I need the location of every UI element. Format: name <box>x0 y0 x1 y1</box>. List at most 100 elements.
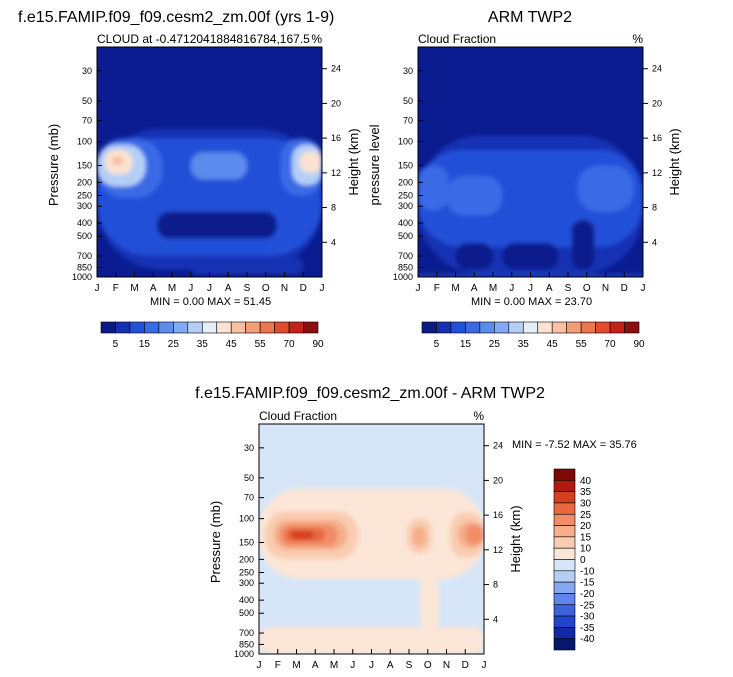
diff-x-tick-label: M <box>330 660 338 671</box>
model-pressure-tick-label: 850 <box>77 262 92 272</box>
diff-contour-region <box>290 530 314 540</box>
diff-height-tick-label: 20 <box>493 475 503 485</box>
obs-contour-region <box>571 220 595 270</box>
diff-colorbar-label: -35 <box>580 623 595 634</box>
obs-pressure-tick-label: 50 <box>403 96 413 106</box>
model-x-tick-label: O <box>262 283 270 294</box>
colorbar-label: 70 <box>605 339 617 350</box>
model-axes: J F M A M J J A S O N D J305070100150200250300400500… <box>72 64 341 294</box>
colorbar-swatch <box>201 321 218 334</box>
obs-contour-fill <box>418 135 643 277</box>
obs-pressure-tick-label: 1000 <box>393 272 413 282</box>
model-x-tick-label: J <box>207 283 212 294</box>
colorbar-swatch <box>465 321 481 334</box>
diff-height-tick-label: 8 <box>493 580 498 590</box>
model-ylabel-left: Pressure (mb) <box>46 124 61 206</box>
obs-pressure-tick-label: 300 <box>398 201 413 211</box>
model-contour-region <box>190 152 247 180</box>
colorbar-swatch <box>522 321 539 334</box>
diff-x-tick-label: A <box>387 660 394 671</box>
diff-height-tick-label: 12 <box>493 545 503 555</box>
model-x-tick-label: F <box>113 283 119 294</box>
model-height-tick-label: 24 <box>331 64 341 74</box>
diff-colorbar-swatch <box>553 536 576 549</box>
diff-pressure-tick-label: 400 <box>239 595 254 605</box>
diff-ylabel-left: Pressure (mb) <box>208 501 223 583</box>
obs-x-tick-label: A <box>471 283 478 294</box>
model-pressure-tick-label: 700 <box>77 251 92 261</box>
diff-colorbar-swatch <box>553 491 576 504</box>
obs-left-label: Cloud Fraction <box>418 32 496 46</box>
colorbar-swatch <box>580 321 596 334</box>
obs-pressure-tick-label: 30 <box>403 66 413 76</box>
diff-contour-region <box>465 525 484 545</box>
model-x-tick-label: S <box>244 283 251 294</box>
colorbar-swatch <box>245 321 261 334</box>
model-pressure-tick-label: 200 <box>77 177 92 187</box>
diff-colorbar-swatch <box>553 559 576 572</box>
diff-colorbar-label: 15 <box>580 532 592 543</box>
diff-x-tick-label: F <box>275 660 281 671</box>
diff-height-tick-label: 4 <box>493 614 498 624</box>
model-colorbar: 5 15 25 35 45 55 70 90 <box>100 321 324 350</box>
model-pressure-tick-label: 30 <box>82 66 92 76</box>
obs-minmax: MIN = 0.00 MAX = 23.70 <box>471 296 592 308</box>
colorbar-swatch <box>158 321 174 334</box>
diff-x-tick-label: A <box>312 660 319 671</box>
obs-units-label: % <box>632 32 643 46</box>
obs-height-tick-label: 4 <box>652 237 657 247</box>
model-pressure-tick-label: 1000 <box>72 272 92 282</box>
colorbar-label: 5 <box>113 339 119 350</box>
obs-x-tick-label: O <box>583 283 591 294</box>
obs-height-tick-label: 12 <box>652 168 662 178</box>
colorbar-swatch <box>609 321 625 334</box>
colorbar-swatch <box>288 321 304 334</box>
colorbar-swatch <box>421 321 437 334</box>
model-height-tick-label: 8 <box>331 203 336 213</box>
model-title: f.e15.FAMIP.f09_f09.cesm2_zm.00f (yrs 1-… <box>18 9 334 26</box>
diff-minmax: MIN = -7.52 MAX = 35.76 <box>512 439 637 451</box>
model-x-tick-label: J <box>95 283 100 294</box>
colorbar-swatch <box>115 321 131 334</box>
model-pressure-tick-label: 150 <box>77 160 92 170</box>
diff-colorbar-swatch <box>553 604 576 617</box>
diff-colorbar-label: 10 <box>580 544 592 555</box>
diff-pressure-tick-label: 50 <box>244 473 254 483</box>
diff-colorbar-swatch <box>553 513 576 526</box>
model-contour-region <box>157 211 277 239</box>
colorbar-swatch <box>624 321 640 334</box>
diff-colorbar-label: -40 <box>580 634 595 645</box>
diff-colorbar-swatch <box>553 581 576 594</box>
colorbar-label: 25 <box>489 339 501 350</box>
diff-ylabel-right: Height (km) <box>508 505 523 572</box>
obs-pressure-tick-label: 250 <box>398 190 413 200</box>
diff-colorbar-swatch <box>553 525 576 538</box>
obs-contour-region <box>446 176 503 216</box>
diff-colorbar-label: -30 <box>580 612 595 623</box>
model-pressure-tick-label: 100 <box>77 137 92 147</box>
diff-height-tick-label: 24 <box>493 441 503 451</box>
diff-colorbar-swatch <box>553 502 576 515</box>
diff-contour-region <box>420 574 439 629</box>
model-contour-region <box>299 151 322 173</box>
obs-x-tick-label: D <box>621 283 628 294</box>
colorbar-swatch <box>230 321 246 334</box>
obs-pressure-tick-label: 70 <box>403 116 413 126</box>
diff-x-tick-label: J <box>257 660 262 671</box>
model-x-tick-label: N <box>281 283 288 294</box>
colorbar-swatch <box>303 321 319 334</box>
colorbar-label: 15 <box>460 339 472 350</box>
colorbar-label: 90 <box>312 339 324 350</box>
colorbar-swatch <box>508 321 524 334</box>
obs-pressure-tick-label: 200 <box>398 177 413 187</box>
model-pressure-tick-label: 250 <box>77 190 92 200</box>
model-minmax: MIN = 0.00 MAX = 51.45 <box>150 296 271 308</box>
obs-x-tick-label: J <box>641 283 646 294</box>
obs-pressure-tick-label: 700 <box>398 251 413 261</box>
model-x-tick-label: A <box>225 283 232 294</box>
colorbar-label: 45 <box>226 339 238 350</box>
obs-pressure-tick-label: 100 <box>398 137 413 147</box>
colorbar-swatch <box>436 321 452 334</box>
diff-pressure-tick-label: 1000 <box>234 649 254 659</box>
model-pressure-tick-label: 500 <box>77 231 92 241</box>
